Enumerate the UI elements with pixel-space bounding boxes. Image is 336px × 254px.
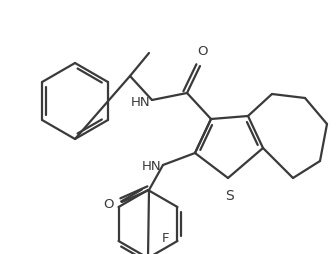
Text: O: O xyxy=(103,198,114,211)
Text: F: F xyxy=(162,232,169,246)
Text: O: O xyxy=(197,45,207,58)
Text: HN: HN xyxy=(130,96,150,108)
Text: HN: HN xyxy=(141,161,161,173)
Text: S: S xyxy=(225,189,234,203)
